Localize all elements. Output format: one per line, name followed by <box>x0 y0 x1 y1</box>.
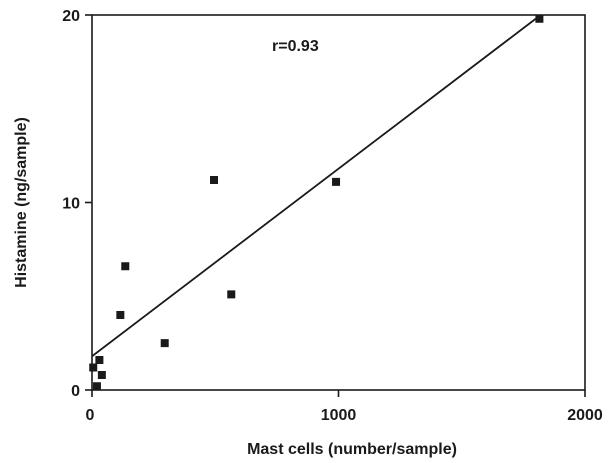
data-point <box>332 177 341 186</box>
x-tick-label: 0 <box>86 407 95 424</box>
data-point <box>89 363 98 372</box>
y-tick-label: 10 <box>62 196 80 213</box>
data-point <box>210 176 219 184</box>
data-point <box>92 382 101 391</box>
plot-frame <box>91 14 586 391</box>
x-tick-label: 1000 <box>321 407 357 424</box>
data-point <box>227 290 236 299</box>
regression-line <box>91 18 537 357</box>
data-point <box>160 339 169 348</box>
x-tick-label: 2000 <box>567 407 603 424</box>
x-axis-title: Mast cells (number/sample) <box>247 441 457 458</box>
data-point <box>116 311 125 319</box>
y-axis-title: Histamine (ng/sample) <box>13 117 30 288</box>
y-tick-label: 0 <box>71 383 80 400</box>
y-tick-label: 20 <box>62 8 80 25</box>
data-point <box>535 14 544 23</box>
data-point <box>97 371 106 379</box>
data-point <box>121 262 130 271</box>
data-point <box>95 356 104 364</box>
correlation-annotation: r=0.93 <box>272 38 319 55</box>
